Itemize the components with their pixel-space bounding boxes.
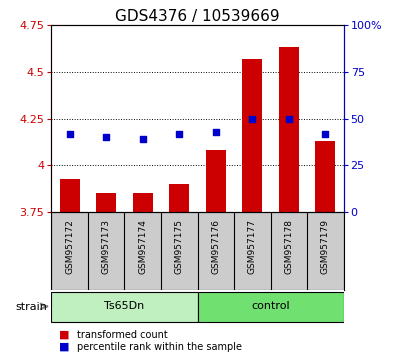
Point bbox=[176, 131, 182, 136]
Text: GSM957176: GSM957176 bbox=[211, 219, 220, 274]
Bar bbox=[169, 184, 189, 212]
Text: GSM957174: GSM957174 bbox=[138, 219, 147, 274]
Text: ■: ■ bbox=[59, 330, 70, 339]
Text: ■: ■ bbox=[59, 342, 70, 352]
Text: GSM957175: GSM957175 bbox=[175, 219, 184, 274]
Bar bbox=[96, 193, 116, 212]
Title: GDS4376 / 10539669: GDS4376 / 10539669 bbox=[115, 8, 280, 24]
Point bbox=[322, 131, 329, 136]
Bar bbox=[206, 150, 226, 212]
Text: strain: strain bbox=[15, 302, 47, 312]
Bar bbox=[51, 292, 198, 322]
Text: GSM957172: GSM957172 bbox=[65, 219, 74, 274]
Point bbox=[103, 135, 109, 140]
Text: control: control bbox=[251, 301, 290, 312]
Text: GSM957179: GSM957179 bbox=[321, 219, 330, 274]
Text: transformed count: transformed count bbox=[77, 330, 168, 339]
Text: Ts65Dn: Ts65Dn bbox=[104, 301, 145, 312]
Text: GSM957177: GSM957177 bbox=[248, 219, 257, 274]
Point bbox=[286, 116, 292, 121]
Text: percentile rank within the sample: percentile rank within the sample bbox=[77, 342, 242, 352]
Point bbox=[213, 129, 219, 135]
Point bbox=[139, 136, 146, 142]
Bar bbox=[198, 292, 344, 322]
Bar bbox=[315, 141, 335, 212]
Bar bbox=[242, 58, 262, 212]
Text: GSM957178: GSM957178 bbox=[284, 219, 293, 274]
Point bbox=[66, 131, 73, 136]
Bar bbox=[60, 179, 80, 212]
Point bbox=[249, 116, 256, 121]
Bar bbox=[133, 193, 153, 212]
Text: GSM957173: GSM957173 bbox=[102, 219, 111, 274]
Bar bbox=[279, 47, 299, 212]
